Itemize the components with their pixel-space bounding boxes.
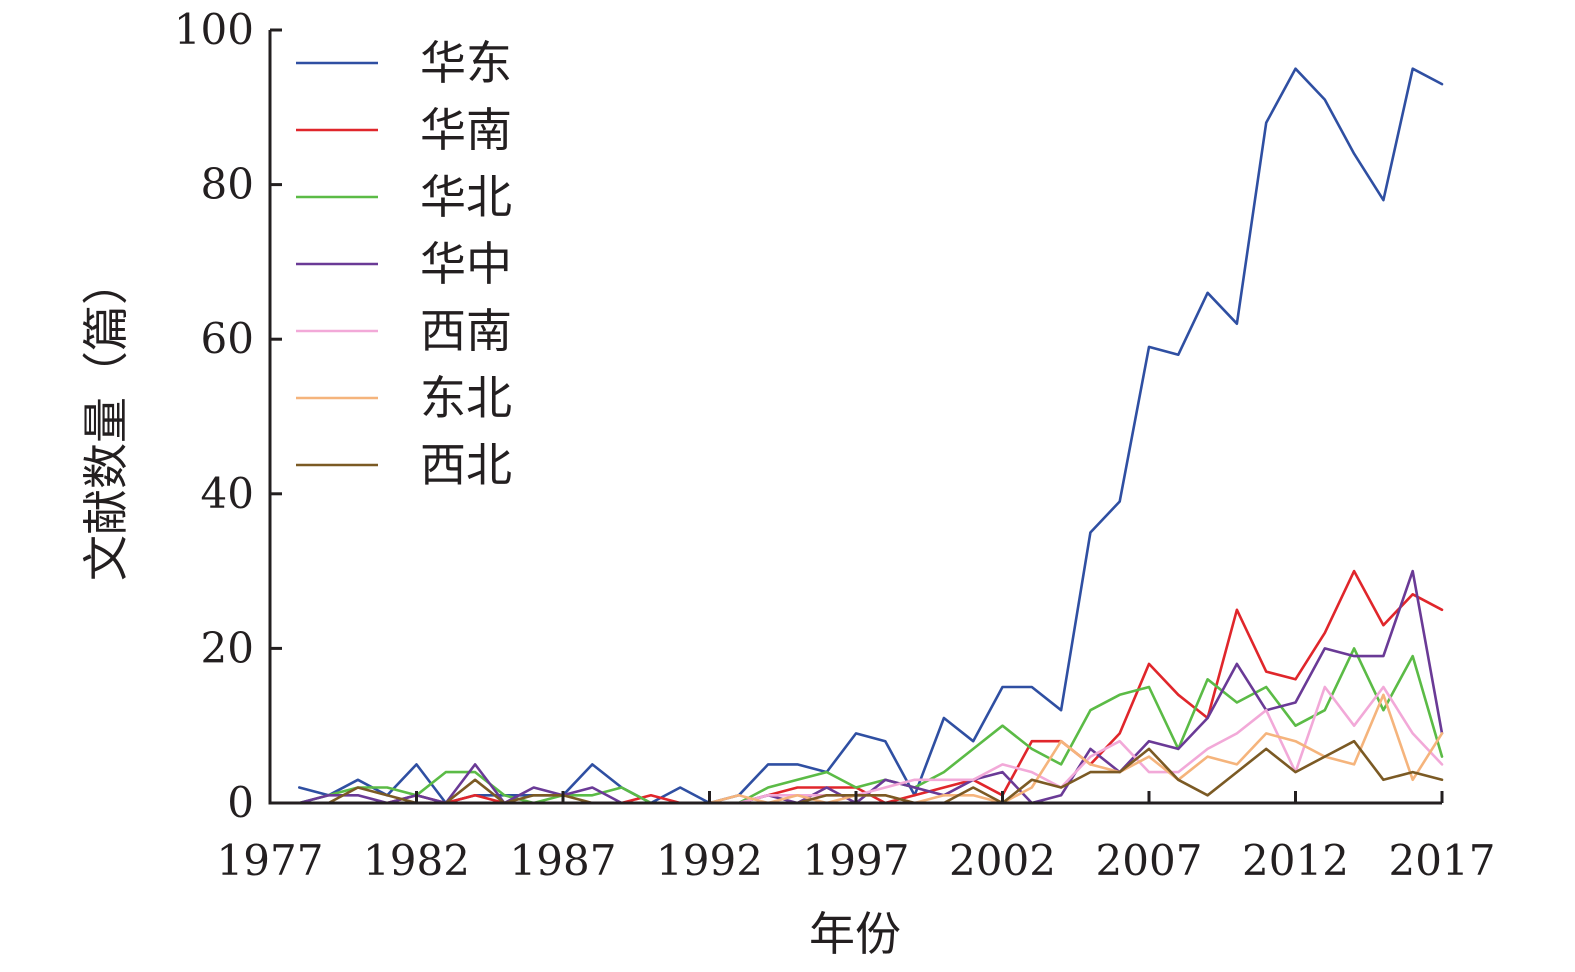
x-tick-label: 2002 <box>949 836 1056 885</box>
y-tick-label: 100 <box>174 5 254 54</box>
x-tick-label: 1992 <box>656 836 763 885</box>
x-tick-label: 2017 <box>1389 836 1496 885</box>
x-tick-label: 2012 <box>1242 836 1349 885</box>
legend-label-2: 华南 <box>420 103 512 157</box>
legend-label-3: 华北 <box>420 170 512 224</box>
legend-label-1: 华东 <box>420 36 512 90</box>
series-line-5 <box>297 685 1444 805</box>
y-tick-label: 80 <box>201 160 254 209</box>
ticks-layer: 1977 1982 1987 1992 1997 2002 2007 2012 2017 0 20 4… <box>174 5 1496 885</box>
legend-label-6: 东北 <box>420 371 512 425</box>
x-axis-title: 年份 <box>809 907 901 961</box>
legend-label-7: 西北 <box>420 438 512 492</box>
legend-label-5: 西南 <box>420 304 512 358</box>
legend-label-4: 华中 <box>420 237 512 291</box>
series-line-4 <box>297 569 1444 805</box>
x-tick-label: 1982 <box>363 836 470 885</box>
x-tick-label: 1987 <box>510 836 617 885</box>
y-axis-title: 文献数量（篇） <box>79 259 133 581</box>
y-tick-label: 60 <box>201 314 254 363</box>
y-tick-label: 0 <box>227 778 254 827</box>
series-line-6 <box>297 693 1444 805</box>
y-tick-label: 20 <box>201 623 254 672</box>
y-tick-label: 40 <box>201 469 254 518</box>
x-tick-label: 2007 <box>1096 836 1203 885</box>
x-tick-label: 1977 <box>217 836 324 885</box>
series-line-7 <box>297 739 1444 805</box>
x-tick-label: 1997 <box>803 836 910 885</box>
series-line-1 <box>297 67 1444 805</box>
